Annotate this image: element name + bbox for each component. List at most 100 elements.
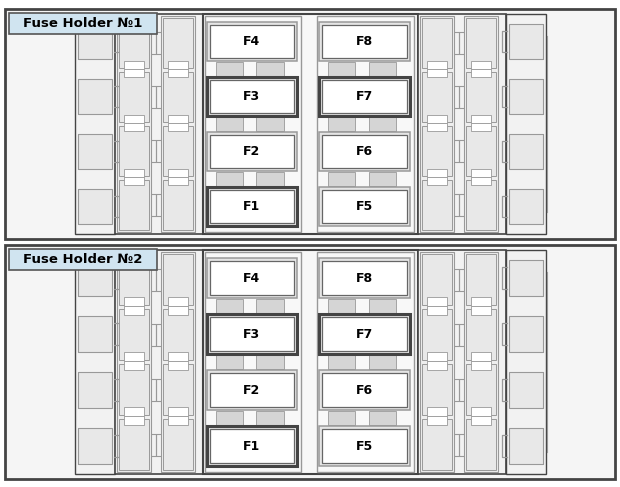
Bar <box>169 177 188 186</box>
Bar <box>319 131 409 171</box>
Bar <box>427 298 446 306</box>
Bar <box>322 190 407 224</box>
Bar <box>216 172 243 186</box>
Bar <box>471 408 490 416</box>
Bar <box>78 428 112 464</box>
Text: Fuse Holder №2: Fuse Holder №2 <box>24 253 143 266</box>
Bar <box>422 180 453 230</box>
Bar <box>216 62 243 75</box>
Bar <box>422 72 453 122</box>
Bar <box>427 169 446 177</box>
Text: F8: F8 <box>356 271 373 284</box>
Bar <box>9 249 157 270</box>
Text: F5: F5 <box>356 200 373 213</box>
Bar <box>118 309 149 360</box>
Bar <box>169 361 188 370</box>
Bar <box>508 133 542 169</box>
Bar <box>125 353 144 361</box>
Bar <box>466 18 497 68</box>
Text: F4: F4 <box>243 271 260 284</box>
Bar <box>203 250 417 474</box>
Bar <box>78 133 112 169</box>
Bar <box>161 16 195 232</box>
Bar <box>466 126 497 176</box>
Bar <box>317 252 414 472</box>
Bar <box>422 419 453 470</box>
Bar <box>322 317 407 351</box>
Bar <box>162 364 193 415</box>
Bar <box>210 317 294 351</box>
Bar <box>74 250 115 474</box>
Bar <box>508 78 542 114</box>
Bar <box>169 169 188 177</box>
Bar <box>117 252 151 472</box>
Bar <box>118 180 149 230</box>
Bar <box>78 188 112 225</box>
Bar <box>118 364 149 415</box>
Bar <box>319 22 409 61</box>
Bar <box>417 250 505 474</box>
Bar <box>125 69 144 77</box>
Bar <box>369 62 396 75</box>
Text: F7: F7 <box>356 90 373 103</box>
Bar <box>169 306 188 315</box>
Bar <box>210 190 294 224</box>
Bar <box>115 250 203 474</box>
Bar <box>322 25 407 58</box>
Bar <box>322 135 407 169</box>
Bar <box>322 373 407 407</box>
Text: F5: F5 <box>356 439 373 452</box>
Bar <box>162 18 193 68</box>
Bar <box>78 24 112 59</box>
Bar <box>369 411 396 425</box>
Bar <box>322 80 407 113</box>
Bar <box>427 69 446 77</box>
Bar <box>169 408 188 416</box>
Bar <box>466 364 497 415</box>
Bar <box>125 114 144 123</box>
Bar <box>322 429 407 463</box>
Bar <box>466 72 497 122</box>
Bar <box>256 355 283 369</box>
Bar <box>256 117 283 131</box>
Bar <box>471 123 490 131</box>
Bar <box>256 299 283 313</box>
Bar <box>9 13 157 34</box>
Bar <box>319 76 409 116</box>
Bar <box>427 177 446 186</box>
Bar <box>471 169 490 177</box>
Bar <box>5 9 615 239</box>
Bar <box>417 14 505 234</box>
Bar <box>210 80 294 113</box>
Bar <box>369 172 396 186</box>
Bar <box>319 426 409 466</box>
Bar <box>5 245 615 479</box>
Bar <box>162 72 193 122</box>
Bar <box>328 62 355 75</box>
Bar <box>169 298 188 306</box>
Bar <box>206 426 297 466</box>
Bar <box>328 299 355 313</box>
Bar <box>505 14 546 234</box>
Bar <box>205 252 301 472</box>
Bar <box>216 117 243 131</box>
Bar <box>118 18 149 68</box>
Bar <box>328 411 355 425</box>
Bar <box>466 419 497 470</box>
Bar <box>169 353 188 361</box>
Bar <box>471 69 490 77</box>
Bar <box>319 258 409 298</box>
Bar <box>471 353 490 361</box>
Bar <box>169 60 188 69</box>
Bar <box>206 187 297 226</box>
Bar <box>125 177 144 186</box>
Bar <box>78 78 112 114</box>
Bar <box>206 76 297 116</box>
Bar <box>206 258 297 298</box>
Bar <box>118 419 149 470</box>
Bar <box>427 114 446 123</box>
Bar <box>125 123 144 131</box>
Bar <box>125 416 144 425</box>
Text: F7: F7 <box>356 327 373 340</box>
Bar <box>427 306 446 315</box>
